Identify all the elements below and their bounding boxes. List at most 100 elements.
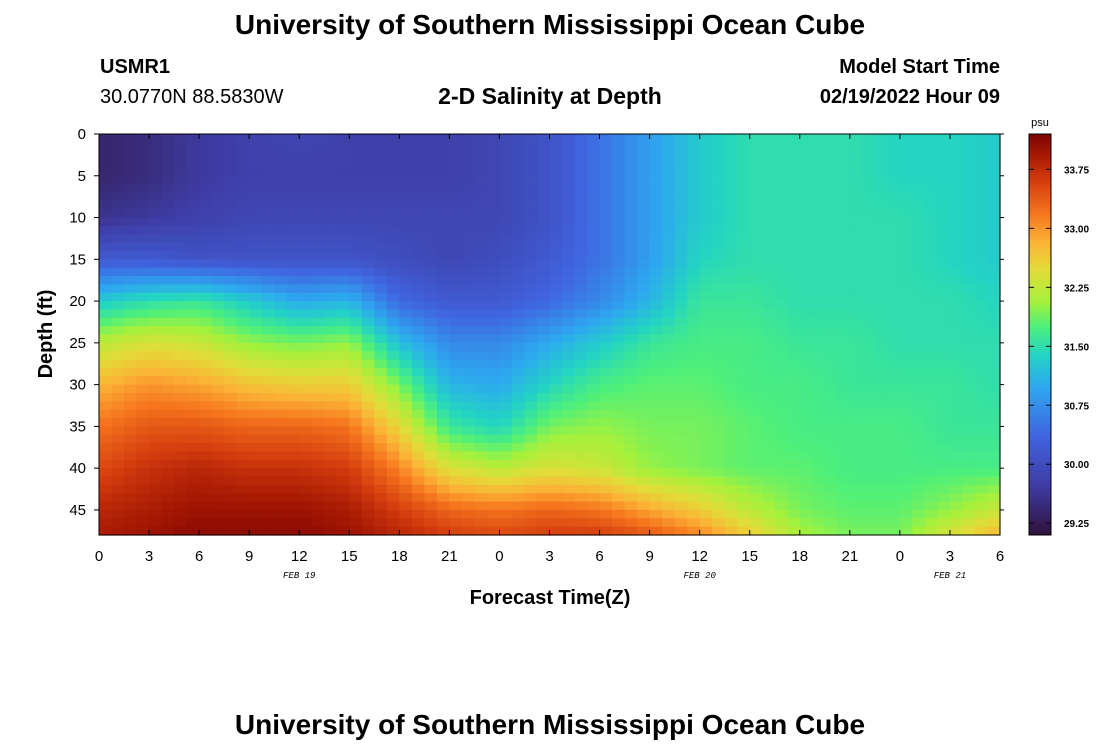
heatmap-cell bbox=[674, 409, 688, 419]
heatmap-cell bbox=[612, 250, 626, 260]
heatmap-cell bbox=[974, 142, 989, 152]
heatmap-cell bbox=[311, 526, 325, 536]
heatmap-cell bbox=[536, 509, 551, 519]
heatmap-cell bbox=[424, 234, 438, 244]
heatmap-cell bbox=[674, 134, 688, 143]
heatmap-cell bbox=[111, 443, 125, 453]
heatmap-cell bbox=[111, 367, 125, 377]
heatmap-cell bbox=[111, 242, 125, 252]
model-start-value: 02/19/2022 Hour 09 bbox=[819, 86, 1000, 108]
heatmap-cell bbox=[862, 342, 876, 352]
heatmap-cell bbox=[887, 443, 901, 453]
heatmap-cell bbox=[124, 192, 138, 202]
heatmap-cell bbox=[249, 351, 263, 361]
heatmap-cell bbox=[374, 284, 388, 294]
heatmap-cell bbox=[299, 317, 313, 327]
heatmap-cell bbox=[787, 250, 801, 260]
heatmap-cell bbox=[912, 276, 926, 285]
heatmap-cell bbox=[336, 150, 350, 160]
heatmap-cell bbox=[261, 392, 275, 402]
heatmap-cell bbox=[824, 476, 838, 486]
heatmap-cell bbox=[749, 459, 763, 469]
heatmap-cell bbox=[536, 167, 551, 177]
heatmap-cell bbox=[937, 384, 951, 394]
heatmap-cell bbox=[599, 359, 613, 369]
heatmap-cell bbox=[349, 301, 363, 311]
heatmap-cell bbox=[386, 234, 400, 244]
heatmap-cell bbox=[749, 234, 763, 244]
heatmap-cell bbox=[587, 459, 601, 469]
heatmap-cell bbox=[299, 234, 313, 244]
heatmap-cell bbox=[662, 526, 676, 536]
heatmap-cell bbox=[974, 242, 989, 252]
heatmap-cell bbox=[136, 468, 150, 478]
heatmap-cell bbox=[724, 209, 738, 219]
heatmap-cell bbox=[149, 484, 163, 494]
heatmap-cell bbox=[837, 351, 851, 361]
heatmap-cell bbox=[174, 468, 188, 478]
heatmap-cell bbox=[599, 401, 613, 411]
heatmap-cell bbox=[912, 376, 926, 386]
heatmap-cell bbox=[837, 242, 851, 252]
heatmap-cell bbox=[399, 376, 413, 386]
heatmap-cell bbox=[674, 367, 688, 377]
heatmap-cell bbox=[411, 501, 425, 511]
heatmap-cell bbox=[249, 134, 263, 143]
heatmap-cell bbox=[286, 326, 300, 336]
heatmap-cell bbox=[637, 401, 651, 411]
heatmap-cell bbox=[862, 376, 876, 386]
heatmap-cell bbox=[624, 426, 638, 436]
heatmap-cell bbox=[161, 351, 175, 361]
heatmap-cell bbox=[424, 409, 438, 419]
heatmap-cell bbox=[199, 134, 213, 143]
heatmap-cell bbox=[349, 326, 363, 336]
heatmap-cell bbox=[311, 434, 325, 444]
heatmap-cell bbox=[99, 359, 113, 369]
heatmap-cell bbox=[324, 376, 338, 386]
heatmap-cell bbox=[649, 259, 663, 269]
heatmap-cell bbox=[574, 434, 588, 444]
heatmap-cell bbox=[787, 225, 801, 235]
heatmap-cell bbox=[824, 418, 838, 427]
heatmap-cell bbox=[824, 284, 838, 294]
heatmap-cell bbox=[299, 443, 313, 453]
heatmap-cell bbox=[424, 443, 438, 453]
heatmap-cell bbox=[211, 434, 225, 444]
heatmap-cell bbox=[436, 334, 450, 344]
heatmap-cell bbox=[887, 426, 901, 436]
heatmap-cell bbox=[149, 242, 163, 252]
heatmap-cell bbox=[687, 351, 701, 361]
heatmap-cell bbox=[536, 267, 551, 277]
heatmap-cell bbox=[974, 292, 989, 302]
heatmap-cell bbox=[111, 401, 125, 411]
heatmap-cell bbox=[774, 150, 788, 160]
heatmap-cell bbox=[186, 250, 200, 260]
heatmap-cell bbox=[624, 351, 638, 361]
heatmap-cell bbox=[949, 334, 964, 344]
heatmap-cell bbox=[311, 301, 325, 311]
heatmap-cell bbox=[624, 276, 638, 285]
heatmap-cell bbox=[224, 493, 238, 503]
heatmap-cell bbox=[562, 242, 576, 252]
heatmap-cell bbox=[874, 225, 888, 235]
heatmap-cell bbox=[274, 150, 288, 160]
heatmap-cell bbox=[511, 134, 526, 143]
heatmap-cell bbox=[286, 501, 300, 511]
heatmap-cell bbox=[737, 526, 751, 536]
colorbar-tick-label: 33.75 bbox=[1064, 165, 1089, 176]
heatmap-cell bbox=[524, 309, 538, 319]
heatmap-cell bbox=[724, 401, 738, 411]
heatmap-cell bbox=[411, 468, 425, 478]
heatmap-cell bbox=[311, 192, 325, 202]
heatmap-cell bbox=[199, 150, 213, 160]
heatmap-cell bbox=[186, 359, 200, 369]
heatmap-cell bbox=[587, 301, 601, 311]
heatmap-cell bbox=[286, 200, 300, 210]
heatmap-cell bbox=[449, 434, 463, 444]
heatmap-cell bbox=[824, 484, 838, 494]
heatmap-cell bbox=[374, 292, 388, 302]
heatmap-cell bbox=[211, 200, 225, 210]
heatmap-cell bbox=[236, 426, 250, 436]
heatmap-cell bbox=[536, 259, 551, 269]
heatmap-cell bbox=[687, 192, 701, 202]
